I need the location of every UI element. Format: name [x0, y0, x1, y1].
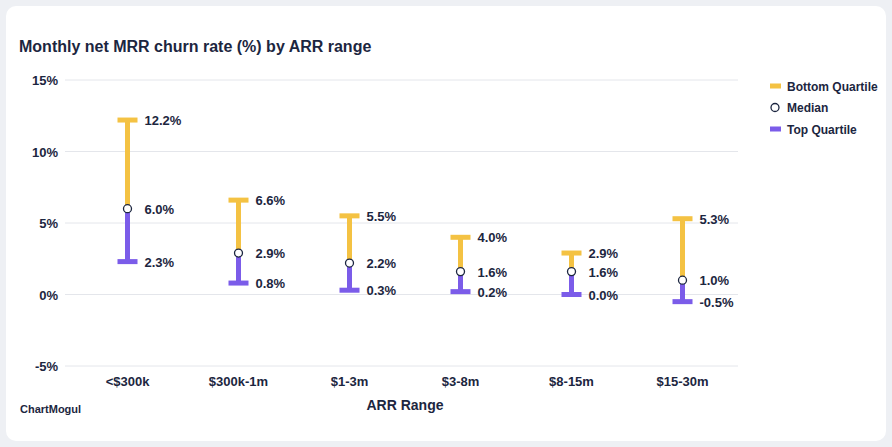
- grid-line: [65, 223, 738, 224]
- bottom-quartile-range: [236, 200, 241, 253]
- median-marker: [124, 205, 132, 213]
- data-label: 0.3%: [367, 283, 397, 298]
- bottom-quartile-range: [125, 120, 130, 209]
- legend-label: Median: [787, 101, 828, 115]
- data-label: 1.6%: [589, 265, 619, 280]
- top-quartile-cap: [229, 281, 249, 286]
- data-label: 2.9%: [256, 246, 286, 261]
- bottom-quartile-cap: [562, 251, 582, 256]
- legend-label: Top Quartile: [787, 123, 857, 137]
- y-tick-label: -5%: [35, 359, 59, 374]
- data-label: 5.3%: [700, 212, 730, 227]
- data-label: 2.9%: [589, 246, 619, 261]
- bottom-quartile-cap: [118, 118, 138, 123]
- x-tick-label: $300k-1m: [209, 374, 268, 389]
- data-label: 0.2%: [478, 285, 508, 300]
- data-label: 0.8%: [256, 276, 286, 291]
- y-tick-label: 15%: [32, 73, 58, 88]
- legend-swatch: [770, 84, 781, 89]
- legend-label: Bottom Quartile: [787, 80, 878, 94]
- x-tick-label: $3-8m: [442, 374, 480, 389]
- data-label: 0.0%: [589, 288, 619, 303]
- chart: Monthly net MRR churn rate (%) by ARR ra…: [0, 0, 892, 447]
- source: ChartMogul: [20, 403, 81, 415]
- median-marker: [568, 268, 576, 276]
- top-quartile-cap: [340, 288, 360, 293]
- top-quartile-cap: [118, 259, 138, 264]
- median-marker: [235, 249, 243, 257]
- grid-line: [65, 80, 738, 81]
- grid-line: [65, 151, 738, 152]
- data-label: 2.3%: [145, 255, 175, 270]
- bottom-quartile-cap: [451, 235, 471, 240]
- top-quartile-cap: [451, 289, 471, 294]
- data-label: 6.0%: [145, 202, 175, 217]
- data-label: 1.6%: [478, 265, 508, 280]
- bottom-quartile-range: [458, 237, 463, 271]
- grid-line: [65, 294, 738, 295]
- top-quartile-cap: [673, 299, 693, 304]
- data-label: 12.2%: [145, 113, 182, 128]
- data-label: 1.0%: [700, 273, 730, 288]
- x-axis-label: ARR Range: [366, 397, 443, 413]
- x-tick-label: <$300k: [106, 374, 151, 389]
- title: Monthly net MRR churn rate (%) by ARR ra…: [19, 38, 371, 55]
- top-quartile-cap: [562, 292, 582, 297]
- bottom-quartile-cap: [673, 216, 693, 221]
- median-marker: [346, 259, 354, 267]
- x-tick-label: $15-30m: [656, 374, 708, 389]
- median-marker: [679, 276, 687, 284]
- y-tick-label: 0%: [39, 288, 58, 303]
- data-label: 4.0%: [478, 230, 508, 245]
- x-tick-label: $8-15m: [549, 374, 594, 389]
- bottom-quartile-range: [680, 219, 685, 280]
- legend-swatch: [770, 127, 781, 132]
- x-tick-label: $1-3m: [331, 374, 369, 389]
- median-marker: [457, 268, 465, 276]
- y-tick-label: 5%: [39, 216, 58, 231]
- bottom-quartile-range: [347, 216, 352, 263]
- marks: [118, 118, 693, 305]
- data-label: -0.5%: [700, 295, 734, 310]
- top-quartile-range: [125, 209, 130, 262]
- data-label: 6.6%: [256, 193, 286, 208]
- data-label: 2.2%: [367, 256, 397, 271]
- legend-swatch: [771, 104, 779, 112]
- bottom-quartile-cap: [340, 213, 360, 218]
- y-tick-label: 10%: [32, 145, 58, 160]
- grid-line: [65, 366, 738, 367]
- data-label: 5.5%: [367, 209, 397, 224]
- bottom-quartile-cap: [229, 198, 249, 203]
